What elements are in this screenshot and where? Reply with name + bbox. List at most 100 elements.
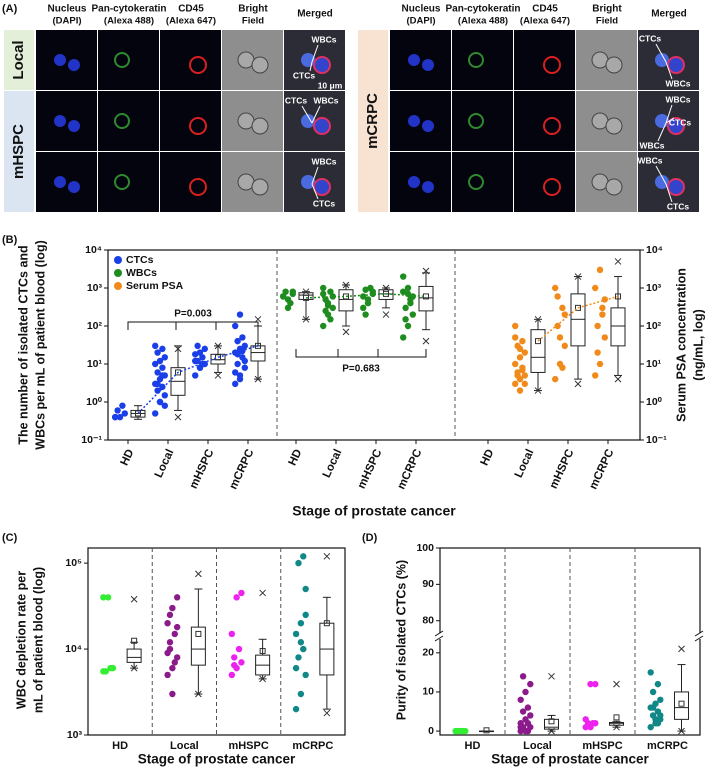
data-point	[459, 727, 467, 735]
data-point	[516, 387, 524, 394]
cd45	[667, 178, 685, 196]
nucleus	[408, 176, 420, 188]
mean	[548, 718, 555, 725]
legend-marker	[114, 256, 122, 264]
nucleus	[422, 181, 434, 193]
data-point	[152, 342, 159, 350]
data-point	[232, 322, 239, 330]
y-axis-label: Serum PSA concentration	[674, 268, 688, 422]
micrograph	[36, 152, 97, 212]
extreme	[214, 372, 222, 379]
data-point	[527, 712, 534, 719]
extreme	[422, 267, 430, 275]
annotation: P=0.003	[174, 309, 212, 320]
axis-break-gap	[697, 633, 703, 639]
data-point	[233, 594, 240, 601]
data-point	[596, 360, 604, 368]
arrow	[309, 61, 313, 72]
data-point	[657, 712, 664, 719]
data-point	[592, 372, 599, 379]
data-point	[409, 311, 416, 318]
trend-line	[305, 293, 427, 299]
data-point	[292, 705, 300, 713]
annotation: WBCs	[313, 95, 338, 105]
data-point	[171, 659, 178, 666]
data-point	[360, 304, 367, 312]
data-point	[154, 380, 161, 388]
bracket	[295, 349, 427, 358]
micrograph	[390, 30, 451, 90]
data-point	[231, 661, 238, 669]
column-stain: (Alexa 488)	[458, 16, 508, 27]
data-point	[164, 619, 171, 627]
data-point	[169, 690, 176, 698]
cell	[605, 56, 623, 74]
extreme	[302, 315, 310, 323]
arrow	[301, 105, 313, 124]
data-point	[329, 293, 336, 300]
trend-line	[537, 295, 619, 342]
extreme	[614, 375, 622, 383]
extreme	[382, 311, 390, 318]
extreme	[613, 723, 620, 731]
data-point	[592, 284, 599, 292]
row-label-box	[4, 30, 34, 90]
mean	[195, 630, 202, 637]
x-tick-label: HD	[479, 447, 497, 467]
micrograph	[390, 91, 451, 151]
box	[530, 329, 546, 373]
y-tick-label: 90	[422, 578, 434, 590]
axis-break	[434, 630, 444, 642]
data-point	[524, 704, 532, 711]
data-point	[292, 664, 300, 672]
x-tick-label: Local	[170, 740, 199, 752]
row-label: mCRPC	[364, 93, 381, 149]
nucleus	[54, 115, 66, 127]
data-point	[320, 322, 327, 330]
data-point	[657, 696, 664, 703]
cytokeratin	[114, 113, 130, 129]
cd45	[543, 178, 561, 196]
data-point	[556, 334, 564, 341]
data-point	[232, 380, 239, 388]
data-point	[519, 673, 527, 680]
x-axis-label: Stage of prostate cancer	[491, 752, 649, 767]
data-point	[241, 342, 248, 350]
data-point	[649, 688, 657, 696]
y-tick-label: 10	[422, 686, 434, 698]
data-point	[104, 594, 112, 601]
extreme	[382, 284, 390, 292]
micrograph	[160, 91, 221, 151]
y-tick-label: 20	[422, 647, 434, 659]
data-point	[594, 322, 601, 330]
data-point	[522, 688, 529, 696]
row-label: Local	[10, 40, 27, 79]
column-title: Merged	[651, 9, 687, 20]
micrograph	[514, 30, 575, 90]
data-point	[159, 345, 166, 353]
data-point	[599, 304, 606, 312]
mean	[303, 294, 309, 301]
y-tick-label: 10⁴	[85, 244, 102, 256]
y-tick-label: 10⁻¹	[646, 434, 667, 446]
extreme	[323, 709, 331, 717]
x-tick-label: mHSPC	[548, 447, 577, 490]
panel-label: (B)	[2, 234, 18, 246]
data-point	[362, 311, 369, 318]
y-tick-label: 10³	[87, 282, 103, 294]
arrow	[665, 183, 673, 203]
data-point	[161, 354, 168, 361]
data-point	[156, 398, 164, 406]
data-point	[647, 723, 654, 731]
cytokeratin	[468, 174, 484, 190]
data-point	[192, 351, 199, 358]
arrow	[665, 104, 673, 124]
annotation: WBCs	[311, 34, 336, 44]
data-point	[173, 623, 181, 631]
data-point	[164, 671, 171, 679]
legend-label: WBCs	[126, 267, 157, 279]
column-stain: (Alexa 647)	[520, 16, 570, 27]
data-point	[154, 369, 161, 376]
extreme	[342, 328, 350, 336]
data-point	[302, 611, 309, 619]
